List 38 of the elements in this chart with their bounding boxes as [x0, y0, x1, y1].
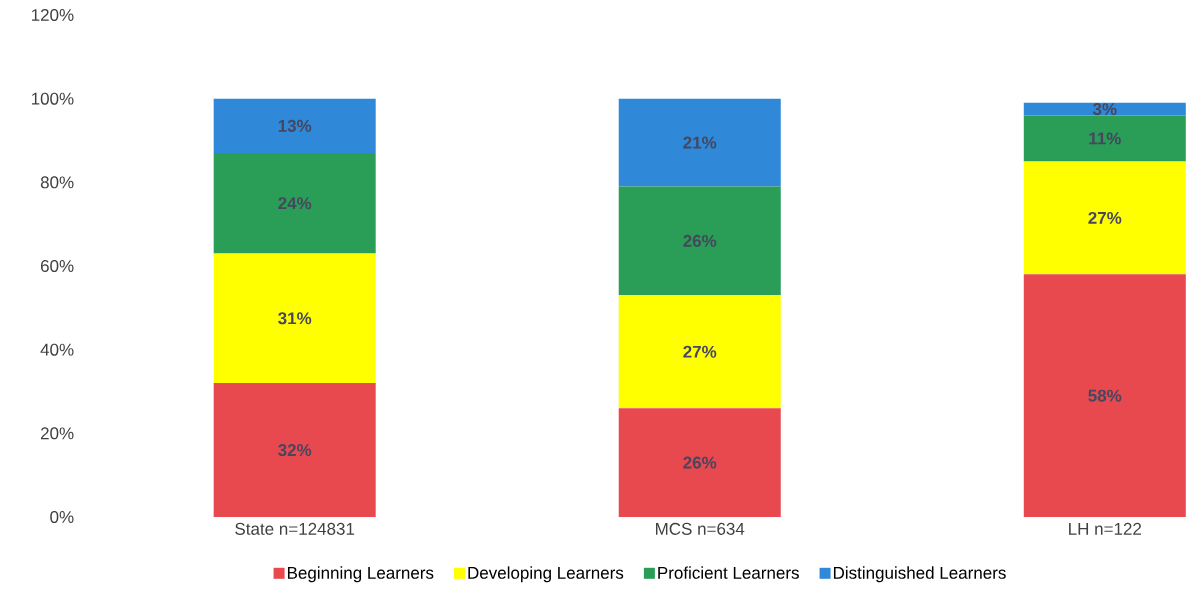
bar	[213, 383, 376, 517]
legend-label: Beginning Learners	[287, 566, 434, 583]
bar	[618, 295, 781, 409]
data-label: 21%	[683, 136, 717, 149]
data-label: 32%	[278, 444, 312, 457]
data-label: 24%	[278, 197, 312, 210]
bar	[213, 153, 376, 254]
bar	[618, 98, 781, 187]
bar	[618, 186, 781, 296]
bar	[1023, 102, 1186, 116]
data-label: 26%	[683, 234, 717, 247]
x-tick-label: MCS n=634	[656, 522, 745, 535]
bar	[1023, 161, 1186, 275]
bar	[213, 98, 376, 154]
data-label: 58%	[1088, 389, 1122, 402]
data-label: 13%	[278, 119, 312, 132]
y-tick-label: 40%	[40, 343, 74, 356]
y-tick-label: 100%	[31, 92, 74, 105]
y-tick-label: 0%	[50, 510, 74, 524]
data-label: 11%	[1089, 132, 1121, 145]
data-label: 27%	[683, 345, 717, 358]
legend-label: Distinguished Learners	[833, 566, 1006, 583]
bar	[618, 408, 781, 517]
x-tick-label: State n=124831	[235, 522, 355, 535]
x-tick-label: LH n=122	[1069, 522, 1142, 535]
bar	[1023, 274, 1186, 517]
bar	[213, 253, 376, 384]
data-label: 3%	[1092, 103, 1117, 116]
y-tick-label: 80%	[40, 176, 74, 189]
legend-label: Proficient Learners	[658, 566, 799, 579]
y-tick-label: 20%	[40, 427, 74, 440]
y-tick-label: 120%	[31, 8, 74, 22]
bar	[1023, 115, 1186, 162]
data-label: 27%	[1088, 211, 1122, 224]
data-label: 31%	[278, 312, 312, 325]
legend-label: Developing Learners	[468, 566, 624, 583]
data-label: 26%	[683, 456, 717, 469]
y-tick-label: 60%	[40, 259, 74, 273]
